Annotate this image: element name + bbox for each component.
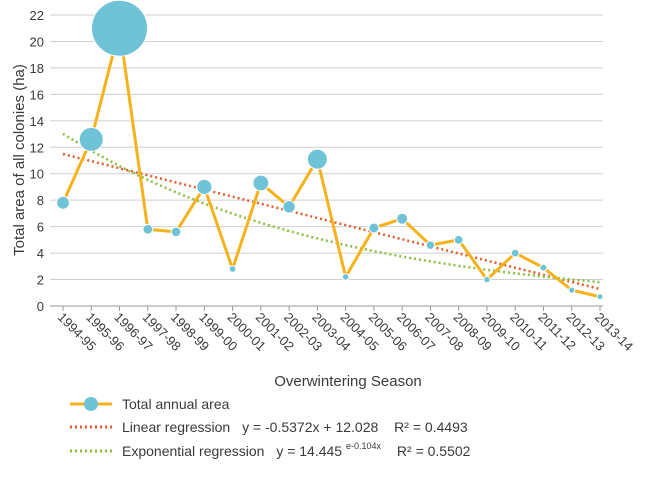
data-point: [425, 240, 436, 250]
y-tick-label: 22: [30, 8, 44, 23]
legend-item-series: Total annual area: [70, 396, 230, 412]
x-tick-labels: 1994-951995-961996-971997-981998-991999-…: [55, 310, 636, 354]
data-point: [368, 222, 380, 234]
legend-item-exponential: Exponential regression y = 14.445 e-0.10…: [70, 436, 471, 459]
data-point: [252, 174, 270, 192]
legend-linear-r2: R² = 0.4493: [394, 419, 468, 435]
regression-lines: [62, 132, 601, 291]
y-tick-label: 4: [37, 246, 44, 261]
data-point: [453, 234, 464, 245]
legend-linear-equation: y = -0.5372x + 12.028: [242, 419, 378, 435]
legend-exponential-equation: y = 14.445: [276, 443, 342, 459]
data-point: [56, 195, 70, 210]
legend-linear-name: Linear regression: [122, 419, 230, 435]
legend-series-label: Total annual area: [122, 396, 230, 412]
y-tick-label: 14: [30, 114, 44, 129]
data-point: [91, 0, 149, 57]
legend-item-linear: Linear regression y = -0.5372x + 12.028 …: [70, 419, 468, 435]
data-point: [228, 265, 237, 273]
legend-exponential-exponent: e-0.104x: [346, 441, 382, 451]
legend-exponential-name: Exponential regression: [122, 443, 264, 459]
y-tick-label: 20: [30, 34, 44, 49]
data-point: [341, 273, 350, 281]
data-point: [170, 226, 182, 238]
exponential-regression-line: [62, 132, 601, 284]
y-tick-labels: 0 2 4 6 8 10 12 14 16 18 20 22: [30, 8, 44, 314]
data-point: [539, 263, 548, 272]
y-tick-label: 16: [30, 87, 44, 102]
data-point: [483, 275, 491, 284]
data-point: [142, 223, 154, 235]
legend-exponential-r2: R² = 0.5502: [397, 443, 471, 459]
legend-linear-label: Linear regression y = -0.5372x + 12.028 …: [122, 419, 468, 435]
data-point: [596, 293, 604, 301]
y-tick-label: 8: [37, 193, 44, 208]
data-point: [282, 200, 296, 214]
y-tick-label: 0: [37, 299, 44, 314]
series-line: [61, 26, 601, 299]
y-tick-label: 18: [30, 61, 44, 76]
y-tick-label: 12: [30, 140, 44, 155]
legend-exponential-label: Exponential regression y = 14.445 e-0.10…: [122, 436, 471, 459]
data-point: [78, 126, 104, 152]
y-tick-label: 6: [37, 220, 44, 235]
y-tick-label: 2: [37, 273, 44, 288]
data-point: [306, 148, 328, 170]
legend-series-marker: [84, 397, 98, 411]
x-axis-title: Overwintering Season: [274, 373, 422, 390]
data-point: [396, 212, 409, 225]
data-point: [510, 248, 520, 258]
data-point: [196, 178, 213, 196]
data-point: [568, 286, 576, 294]
data-series: [56, 0, 604, 301]
y-axis-title: Total area of all colonies (ha): [11, 64, 28, 256]
legend: Total annual area Linear regression y = …: [70, 396, 471, 459]
y-tick-label: 10: [30, 167, 44, 182]
